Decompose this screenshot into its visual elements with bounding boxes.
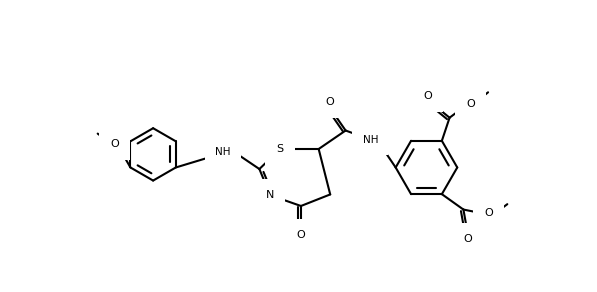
Text: NH: NH [362, 135, 378, 145]
Text: O: O [466, 99, 475, 109]
Text: O: O [484, 208, 493, 218]
Text: N: N [266, 190, 275, 200]
Text: S: S [276, 144, 284, 154]
Text: NH: NH [216, 147, 231, 157]
Text: O: O [326, 97, 334, 107]
Text: O: O [424, 91, 432, 101]
Text: O: O [110, 139, 119, 150]
Text: O: O [463, 234, 472, 244]
Text: O: O [297, 230, 305, 240]
